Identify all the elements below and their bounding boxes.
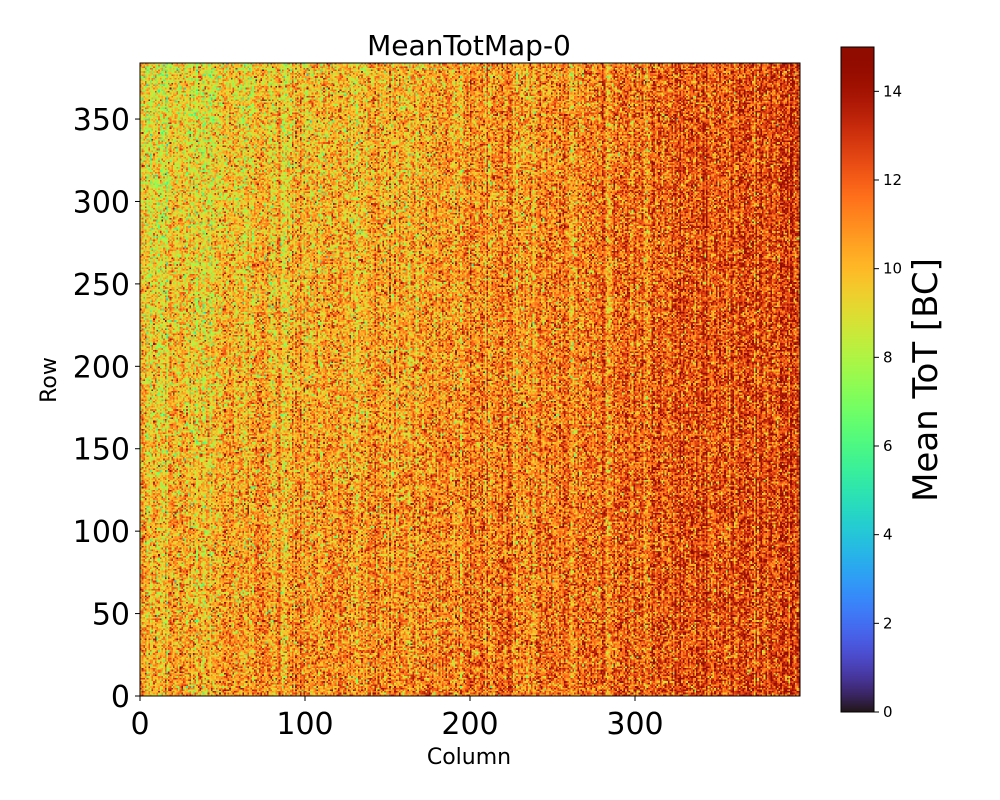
heatmap-image bbox=[140, 63, 800, 696]
colorbar-frame bbox=[840, 46, 875, 713]
y-tick-label: 250 bbox=[73, 268, 130, 303]
y-tick-label: 300 bbox=[73, 185, 130, 220]
x-tick-label: 300 bbox=[606, 707, 663, 742]
colorbar-tick-label: 4 bbox=[883, 526, 893, 544]
colorbar-tick-label: 0 bbox=[883, 703, 893, 721]
colorbar-tick-label: 12 bbox=[883, 171, 902, 189]
y-tick-label: 100 bbox=[73, 515, 130, 550]
y-axis-ticks: 0 50 100 150 200 250 300 350 bbox=[73, 103, 140, 715]
colorbar-tick-label: 6 bbox=[883, 437, 893, 455]
y-tick-label: 200 bbox=[73, 350, 130, 385]
colorbar-tick-label: 14 bbox=[883, 82, 902, 100]
chart-title: MeanTotMap-0 bbox=[367, 29, 571, 62]
x-axis-ticks: 0 100 200 300 bbox=[130, 696, 664, 742]
plot-frame bbox=[139, 62, 801, 697]
x-tick-label: 0 bbox=[130, 707, 149, 742]
x-tick-label: 200 bbox=[441, 707, 498, 742]
y-tick-label: 350 bbox=[73, 103, 130, 138]
y-tick-label: 50 bbox=[92, 598, 130, 633]
y-tick-label: 0 bbox=[111, 680, 130, 715]
y-tick-label: 150 bbox=[73, 433, 130, 468]
colorbar-ticks: 0 2 4 6 8 10 12 14 bbox=[874, 82, 902, 721]
colorbar-label: Mean ToT [BC] bbox=[906, 258, 946, 502]
x-tick-label: 100 bbox=[276, 707, 333, 742]
colorbar-tick-label: 2 bbox=[883, 614, 893, 632]
x-axis-label: Column bbox=[427, 745, 511, 770]
colorbar-gradient bbox=[841, 47, 874, 712]
colorbar-tick-label: 10 bbox=[883, 260, 902, 278]
y-axis-label: Row bbox=[37, 357, 62, 403]
colorbar-tick-label: 8 bbox=[883, 348, 893, 366]
